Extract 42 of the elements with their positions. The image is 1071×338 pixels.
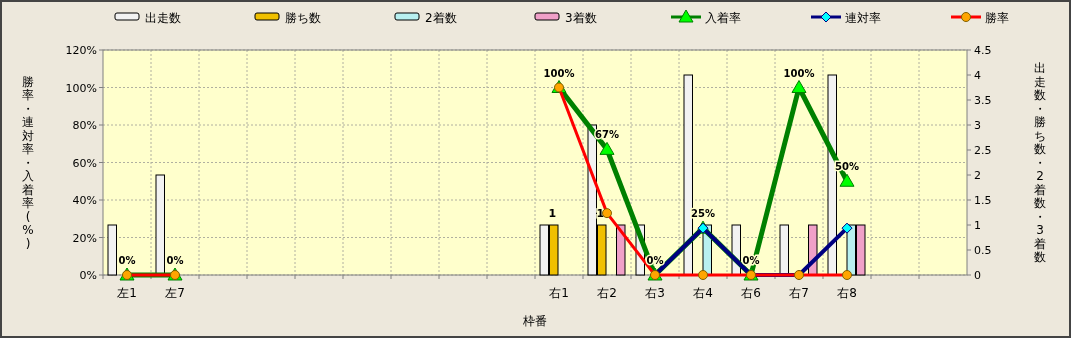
data-label: 100%	[783, 67, 815, 79]
legend-label: 3着数	[565, 11, 597, 25]
y2-tick-label: 0	[974, 269, 981, 282]
y2-tick-label: 3.5	[974, 94, 992, 107]
legend-label: 入着率	[705, 11, 741, 25]
x-tick-label: 右6	[741, 286, 761, 300]
y-tick-label: 40%	[72, 194, 97, 207]
x-tick-label: 右1	[549, 286, 569, 300]
y-tick-label: 120%	[65, 44, 97, 57]
x-axis-title: 枠番	[522, 314, 547, 328]
x-tick-label: 右2	[597, 286, 617, 300]
legend-label: 勝ち数	[285, 11, 321, 25]
y2-tick-label: 4.5	[974, 44, 992, 57]
y2-tick-label: 2.5	[974, 144, 992, 157]
y2-axis-title: 出走数・勝ち数・2着数・3着数	[1034, 61, 1046, 264]
legend-label: 2着数	[425, 11, 457, 25]
y-tick-label: 80%	[72, 119, 97, 132]
y2-tick-label: 4	[974, 69, 981, 82]
data-label: 0%	[118, 255, 136, 266]
y-tick-label: 0%	[79, 269, 97, 282]
y2-tick-label: 1.5	[974, 194, 992, 207]
x-tick-label: 右7	[789, 286, 809, 300]
legend-label: 連対率	[845, 11, 881, 25]
y2-tick-label: 3	[974, 119, 981, 132]
x-tick-label: 右3	[645, 286, 665, 300]
y-tick-label: 100%	[65, 81, 97, 95]
data-label: 1	[596, 207, 605, 220]
x-tick-label: 左1	[117, 286, 137, 300]
y-tick-label: 20%	[72, 231, 97, 245]
y2-tick-label: 1	[974, 219, 981, 232]
y2-tick-label: 0.5	[974, 244, 992, 257]
data-label: 1	[548, 207, 557, 220]
data-label: 100%	[543, 67, 575, 79]
y-tick-label: 60%	[72, 156, 97, 170]
x-tick-label: 右4	[693, 286, 713, 300]
y2-tick-label: 2	[974, 169, 981, 182]
y-axis-title: 勝率・連対率・入着率(%)	[22, 74, 34, 251]
x-tick-label: 左7	[165, 286, 185, 300]
legend-label: 出走数	[145, 11, 181, 25]
legend-label: 勝率	[985, 11, 1009, 25]
data-label: 0%	[166, 255, 184, 266]
x-tick-label: 右8	[837, 286, 857, 300]
